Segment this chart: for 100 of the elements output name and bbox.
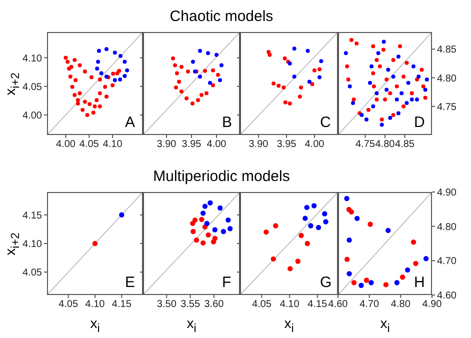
x-axis-title: x$_{i}$: [186, 315, 198, 335]
point: [316, 224, 322, 230]
point: [198, 74, 202, 79]
point: [400, 91, 404, 96]
point: [398, 44, 402, 48]
point: [210, 239, 216, 244]
x-tick-label: 3.95: [276, 139, 297, 150]
point: [282, 56, 287, 60]
point: [216, 72, 220, 77]
y-tick-label: 4.80: [437, 73, 457, 84]
point: [118, 54, 123, 58]
point: [376, 51, 380, 56]
point: [171, 56, 175, 60]
point: [292, 74, 296, 79]
point: [283, 100, 288, 104]
point: [423, 256, 429, 262]
point: [411, 64, 416, 68]
point: [374, 98, 379, 102]
point: [304, 204, 310, 210]
point: [319, 59, 324, 64]
point: [400, 274, 406, 280]
point: [208, 80, 212, 85]
point: [318, 75, 322, 80]
point: [270, 256, 276, 262]
point: [307, 80, 312, 84]
point: [174, 86, 178, 90]
point: [421, 84, 426, 88]
point: [85, 112, 90, 117]
point: [348, 209, 354, 215]
point: [354, 41, 359, 46]
point: [410, 98, 414, 102]
y-tick-label: 4.05: [22, 82, 42, 93]
point: [388, 116, 392, 120]
point: [200, 92, 204, 97]
point: [384, 88, 389, 92]
y-tick-label: 4.10: [22, 239, 42, 250]
point: [198, 48, 202, 53]
point: [98, 91, 102, 96]
point: [273, 223, 278, 228]
point: [218, 205, 223, 211]
point: [173, 63, 177, 68]
point: [413, 260, 418, 266]
point: [354, 216, 360, 222]
point: [211, 68, 215, 72]
x-tick-label: 3.90: [248, 139, 269, 150]
y-tick-label: 4.05: [22, 268, 42, 279]
point: [69, 64, 74, 69]
point: [196, 98, 200, 102]
point: [346, 237, 352, 243]
point: [368, 280, 374, 286]
point: [203, 68, 207, 73]
point: [414, 98, 419, 102]
point: [396, 54, 400, 59]
point: [268, 52, 272, 57]
point: [374, 58, 379, 62]
point: [299, 86, 304, 90]
point: [206, 232, 211, 238]
point: [208, 200, 213, 206]
point: [394, 84, 399, 88]
point: [368, 222, 373, 227]
point: [204, 220, 210, 226]
annotation: A: [125, 114, 136, 131]
x-tick-label: 4.85: [395, 139, 415, 150]
point: [94, 98, 99, 102]
point: [423, 88, 428, 92]
point: [366, 108, 370, 112]
x-tick-label: 3.55: [180, 299, 200, 310]
point: [344, 196, 350, 202]
point: [111, 72, 116, 76]
point: [344, 51, 348, 56]
point: [80, 108, 85, 112]
point: [364, 278, 370, 283]
point: [318, 67, 322, 72]
point: [180, 64, 184, 69]
point: [304, 240, 310, 246]
point: [364, 118, 368, 122]
point: [117, 68, 122, 73]
point: [194, 237, 200, 243]
point: [95, 66, 100, 71]
point: [384, 77, 389, 82]
point: [394, 98, 399, 102]
point: [410, 91, 414, 96]
point: [218, 78, 222, 82]
x-tick-label: 4.90: [422, 299, 442, 310]
point: [288, 266, 293, 272]
point: [396, 111, 400, 116]
point: [96, 60, 100, 64]
point: [371, 71, 376, 76]
x-tick-label: 3.50: [156, 299, 177, 310]
point: [372, 84, 376, 88]
y-tick-label: 4.00: [22, 110, 42, 122]
point: [175, 71, 179, 76]
point: [371, 104, 376, 108]
point: [125, 68, 130, 72]
point: [311, 203, 317, 208]
x-tick-label: 4.05: [79, 139, 100, 150]
point: [78, 63, 82, 68]
point: [184, 96, 188, 100]
chart-title: Chaotic models: [168, 8, 274, 25]
point: [322, 211, 328, 216]
